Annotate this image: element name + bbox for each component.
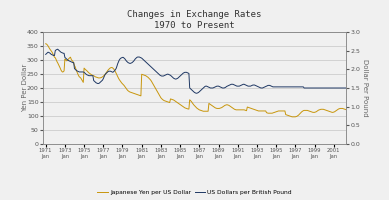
Title: Changes in Exchange Rates
1970 to Present: Changes in Exchange Rates 1970 to Presen… <box>127 10 262 30</box>
Y-axis label: Yen Per Dollar: Yen Per Dollar <box>23 64 28 112</box>
Legend: Japanese Yen per US Dollar, US Dollars per British Pound: Japanese Yen per US Dollar, US Dollars p… <box>95 187 294 197</box>
Y-axis label: Dollar Per Pound: Dollar Per Pound <box>362 59 368 117</box>
